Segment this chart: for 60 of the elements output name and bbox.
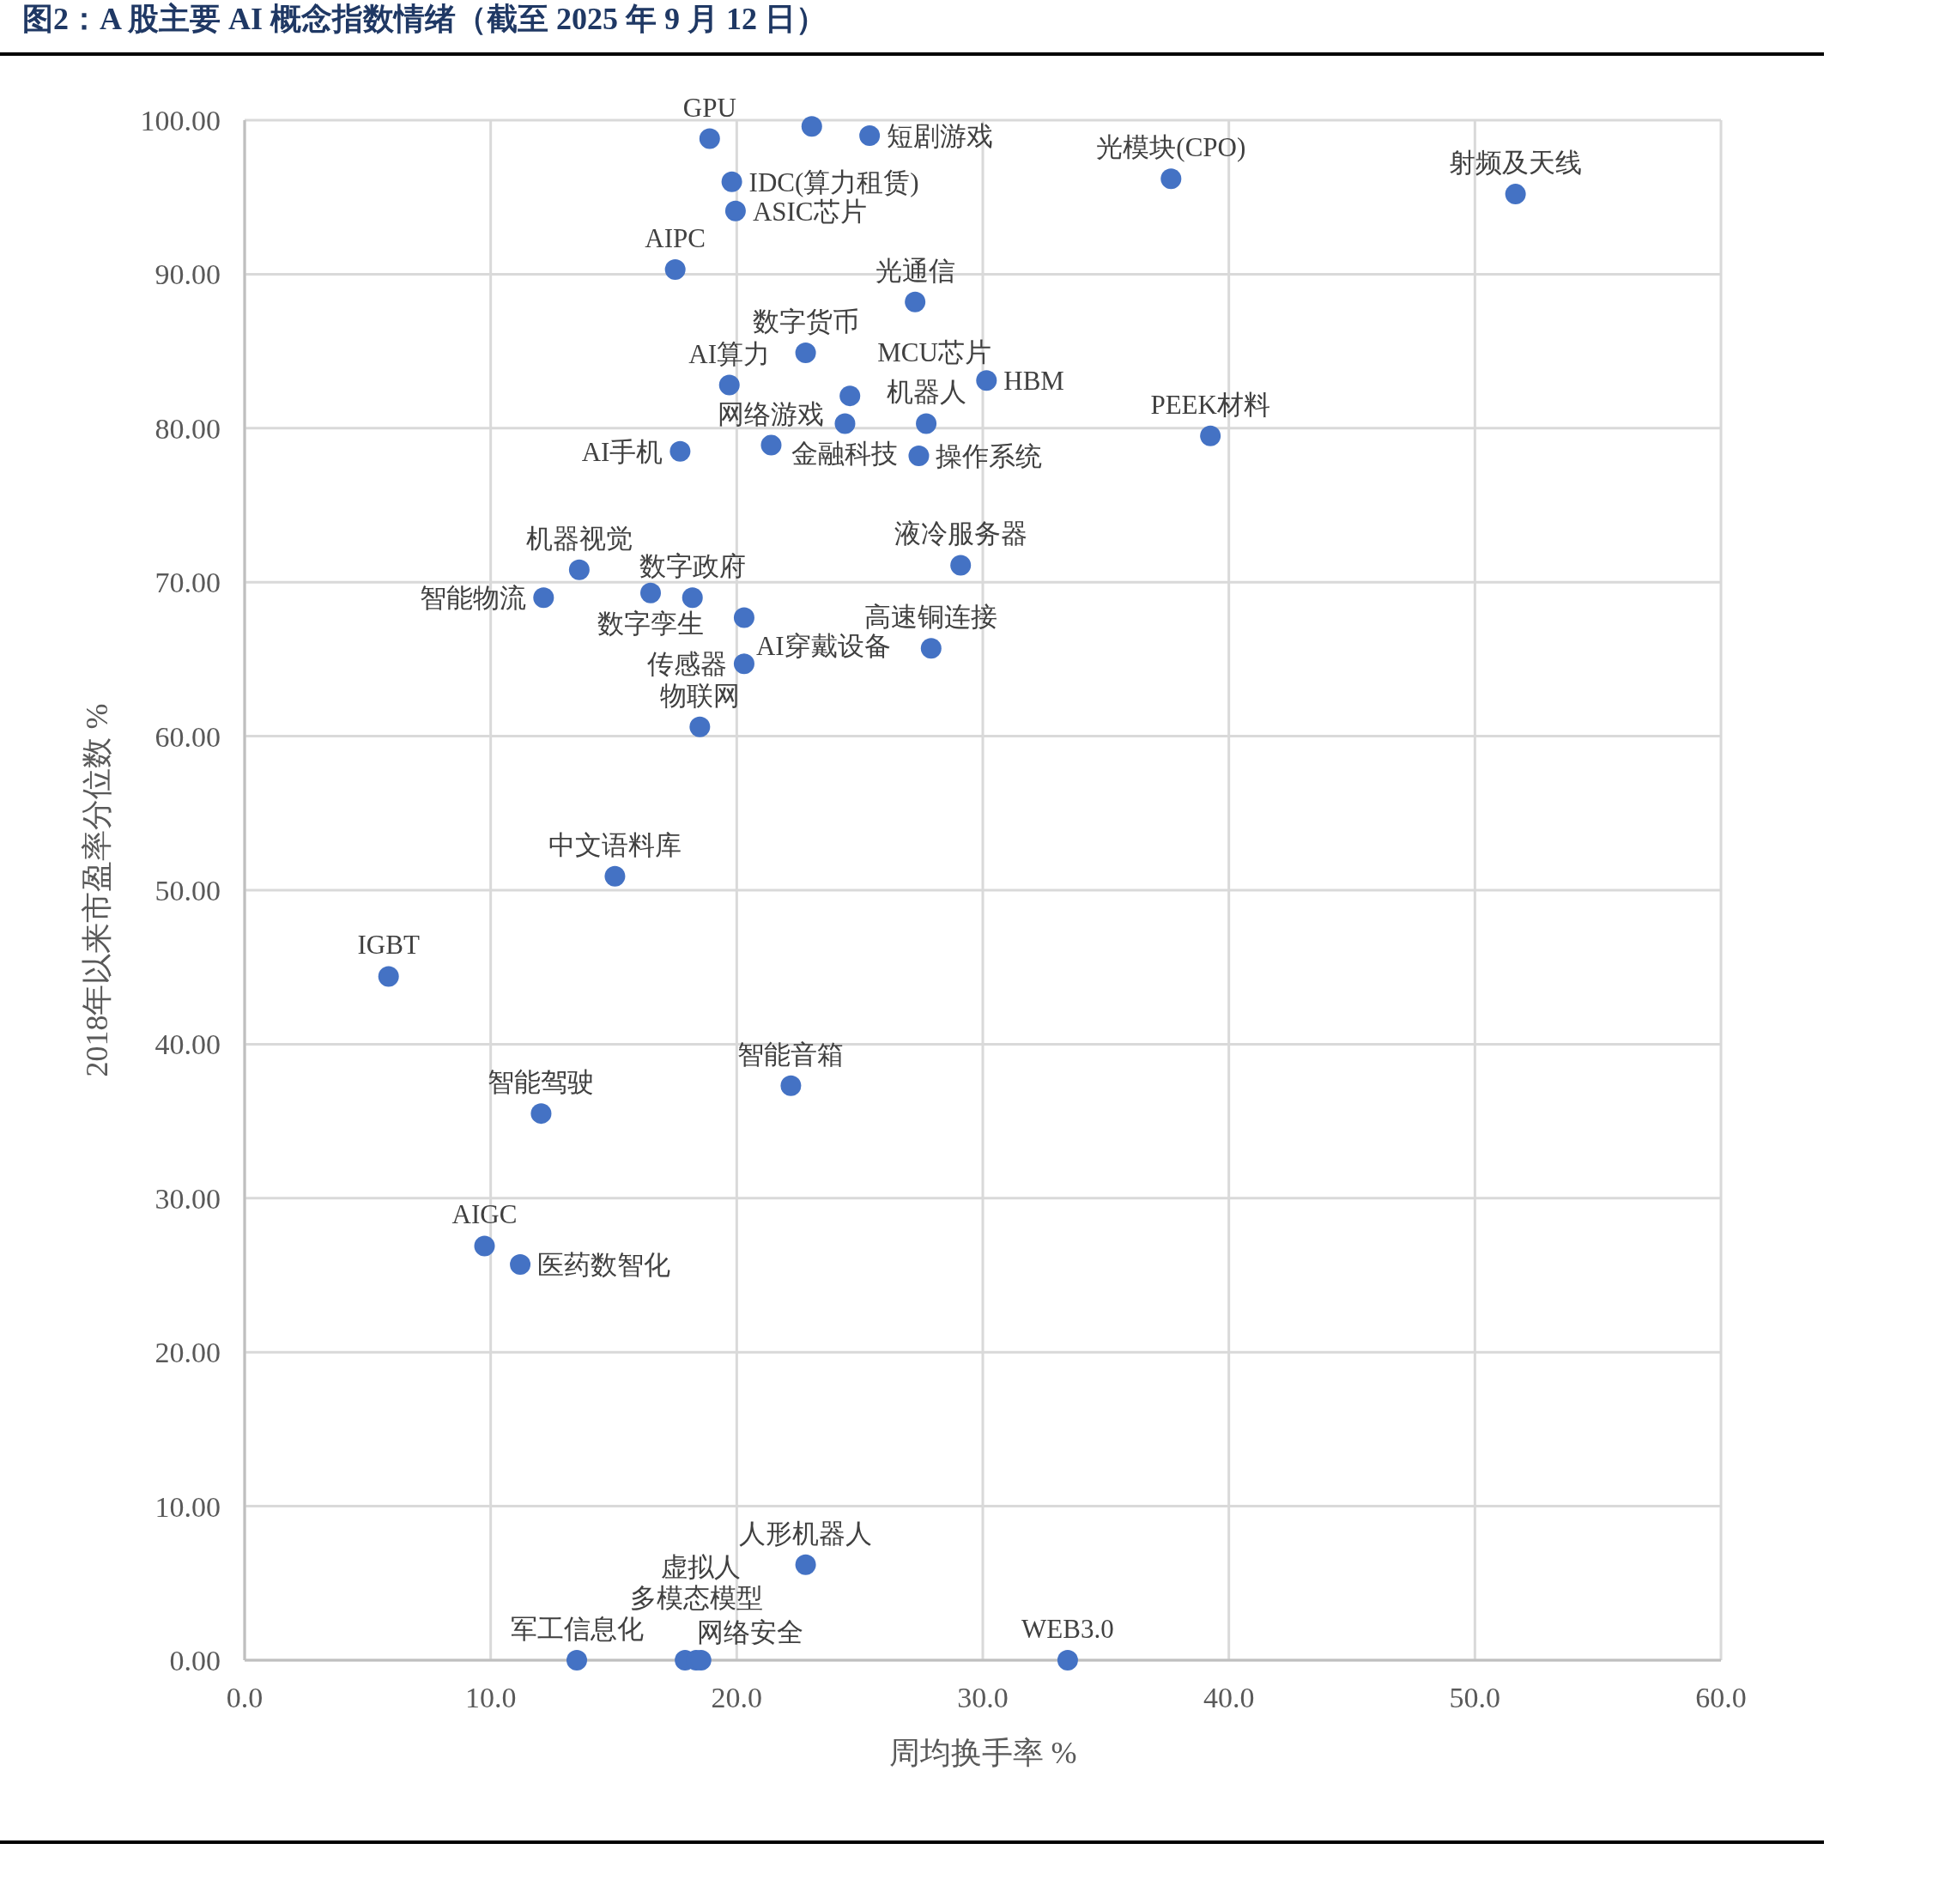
data-label: 高速铜连接 <box>864 602 998 633</box>
data-label: 人形机器人 <box>739 1518 873 1549</box>
data-label: 智能驾驶 <box>488 1067 595 1098</box>
data-label: AIPC <box>645 223 706 254</box>
data-label: WEB3.0 <box>1021 1614 1114 1644</box>
x-tick-label: 20.0 <box>711 1682 763 1713</box>
data-label: 射频及天线 <box>1449 148 1583 179</box>
data-label: 机器视觉 <box>525 523 633 554</box>
data-label: PEEK材料 <box>1150 389 1270 420</box>
y-tick-label: 70.00 <box>154 567 221 599</box>
data-label: AIGC <box>451 1199 518 1230</box>
x-tick-label: 50.0 <box>1449 1682 1501 1713</box>
data-label: 网络安全 <box>697 1617 804 1647</box>
data-label: 医药数智化 <box>537 1249 671 1280</box>
y-tick-label: 10.00 <box>154 1490 221 1523</box>
y-tick-label: 100.00 <box>140 105 221 136</box>
data-label: 智能音箱 <box>737 1039 845 1070</box>
data-label: 光模块(CPO) <box>1096 132 1246 163</box>
x-tick-label: 40.0 <box>1203 1682 1255 1713</box>
data-label: 液冷服务器 <box>894 518 1027 549</box>
data-label: 智能物流 <box>420 583 527 614</box>
data-label: 短剧游戏 <box>887 120 994 151</box>
y-tick-label: 20.00 <box>154 1337 221 1369</box>
data-label: 操作系统 <box>936 441 1043 472</box>
data-label: 传感器 <box>646 649 727 680</box>
data-label: AI算力 <box>688 338 771 369</box>
x-tick-label: 60.0 <box>1695 1682 1747 1713</box>
data-label: 数字货币 <box>752 306 859 337</box>
data-label: 数字政府 <box>639 551 746 582</box>
y-tick-label: 40.00 <box>154 1028 221 1061</box>
x-axis-title: 周均换手率 % <box>888 1736 1077 1770</box>
x-tick-label: 0.0 <box>226 1682 264 1713</box>
y-tick-label: 30.00 <box>154 1182 221 1215</box>
data-label: 虚拟人 <box>661 1552 742 1582</box>
data-label: 物联网 <box>659 680 740 711</box>
data-label: ASIC芯片 <box>752 196 867 227</box>
y-tick-label: 50.00 <box>154 875 221 907</box>
y-axis-title: 2018年以来市盈率分位数 % <box>80 703 114 1077</box>
data-label: 机器人 <box>886 377 966 408</box>
chart-title: 图2：A 股主要 AI 概念指数情绪（截至 2025 年 9 月 12 日） <box>22 2 827 36</box>
x-tick-label: 10.0 <box>464 1682 517 1713</box>
data-label: AI穿戴设备 <box>755 631 891 662</box>
data-label: 金融科技 <box>791 439 899 470</box>
data-label: GPU <box>682 92 736 123</box>
data-label: MCU芯片 <box>877 337 991 368</box>
y-tick-label: 80.00 <box>154 412 221 445</box>
data-label: 数字孪生 <box>597 608 704 639</box>
y-tick-label: 60.00 <box>154 720 221 753</box>
data-label: 中文语料库 <box>548 829 682 860</box>
data-label: 军工信息化 <box>510 1614 644 1644</box>
data-label: HBM <box>1003 366 1064 397</box>
data-label: 光通信 <box>875 255 955 286</box>
x-tick-label: 30.0 <box>957 1682 1009 1713</box>
y-tick-label: 0.00 <box>169 1645 221 1677</box>
data-label: IGBT <box>357 930 420 961</box>
data-label: 多模态模型 <box>629 1583 763 1613</box>
data-label: IDC(算力租赁) <box>748 167 919 197</box>
y-tick-label: 90.00 <box>154 258 221 291</box>
data-label: 网络游戏 <box>718 398 825 429</box>
data-label: AI手机 <box>581 436 663 467</box>
